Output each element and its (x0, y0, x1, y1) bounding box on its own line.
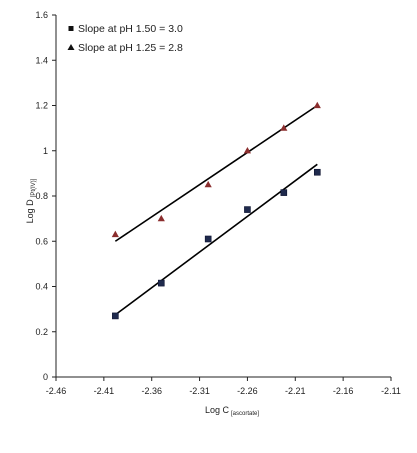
y-tick-label: 1.6 (35, 10, 48, 20)
x-tick-label: -2.16 (333, 386, 354, 396)
y-tick-label: 0.4 (35, 282, 48, 292)
y-axis-label-main: Log D (25, 199, 35, 224)
x-tick-label: -2.31 (189, 386, 210, 396)
x-tick-label: -2.41 (94, 386, 115, 396)
legend-square-icon (68, 26, 74, 31)
square-data-point (112, 312, 119, 320)
x-tick-label: -2.36 (141, 386, 162, 396)
y-axis-label-subscript: [Pt(IV)] (31, 178, 37, 197)
x-tick-label: -2.46 (46, 386, 67, 396)
y-tick-label: 0 (43, 372, 48, 382)
y-tick-label: 0.6 (35, 236, 48, 246)
y-axis-label: Log D [Pt(IV)] (25, 178, 37, 223)
legend-label-ph150: Slope at pH 1.50 = 3.0 (78, 23, 183, 35)
triangle-data-point (243, 146, 252, 154)
legend-label-ph125: Slope at pH 1.25 = 2.8 (78, 42, 183, 54)
square-data-point (157, 279, 165, 287)
triangle-data-point (157, 214, 165, 222)
y-tick-label: 1.2 (35, 101, 48, 111)
triangle-data-point (280, 124, 288, 131)
x-tick-label: -2.21 (285, 386, 306, 396)
x-tick-label: -2.26 (237, 386, 258, 396)
x-tick-label: -2.11 (381, 386, 401, 396)
y-axis-ticks: 0 0.2 0.4 0.6 0.8 1 1.2 1.4 1.6 (35, 10, 56, 382)
square-data-point (244, 206, 251, 213)
y-tick-label: 1.4 (35, 55, 48, 65)
triangle-data-point (204, 180, 212, 188)
square-data-point (204, 235, 212, 243)
legend: Slope at pH 1.50 = 3.0 Slope at pH 1.25 … (67, 23, 183, 54)
data-points (111, 101, 321, 320)
triangle-data-point (111, 230, 119, 238)
legend-triangle-icon (67, 44, 75, 50)
x-axis-label-subscript: [ascortate] (231, 411, 259, 417)
square-data-point (280, 189, 288, 196)
x-axis-label: Log C [ascortate] (205, 405, 259, 417)
triangle-data-point (313, 101, 321, 109)
square-data-point (313, 168, 321, 176)
y-tick-label: 0.8 (35, 191, 48, 201)
x-axis-ticks: -2.46 -2.41 -2.36 -2.31 -2.26 -2.21 -2.16 -2.11 (46, 377, 401, 396)
x-axis-label-main: Log C (205, 405, 230, 415)
y-tick-label: 1 (43, 146, 48, 156)
y-tick-label: 0.2 (35, 327, 48, 337)
